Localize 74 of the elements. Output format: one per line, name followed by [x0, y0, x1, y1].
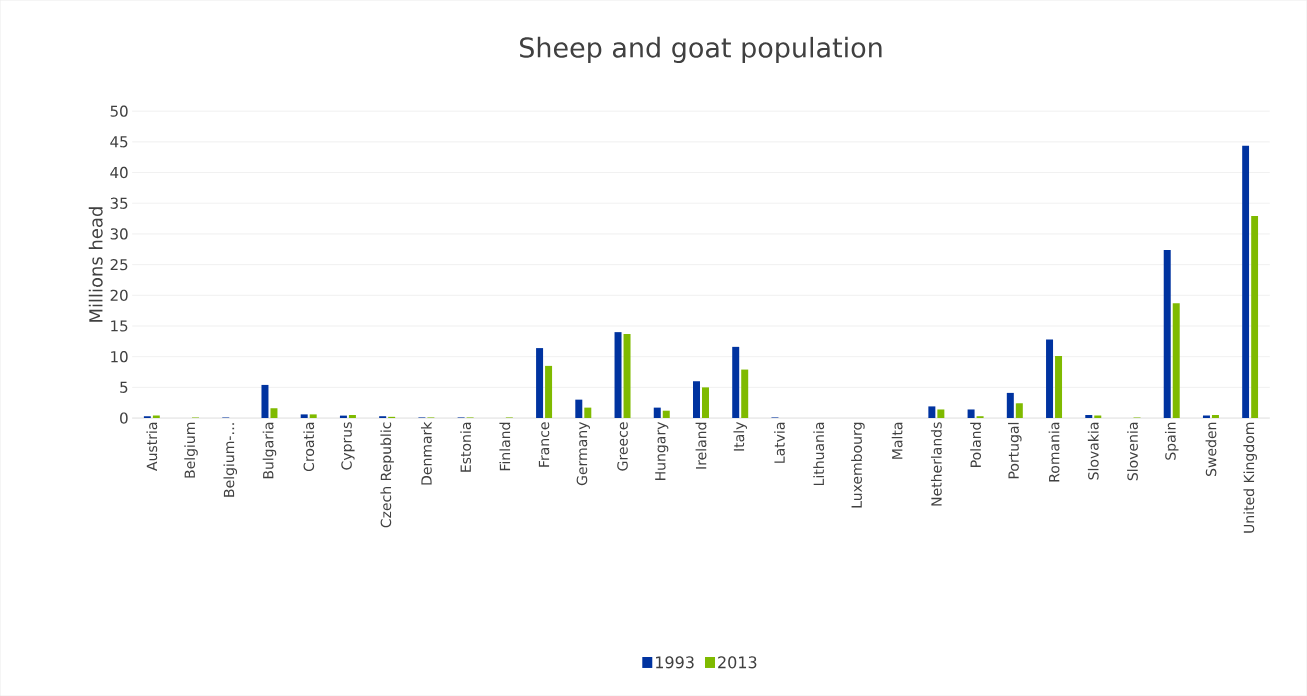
x-tick-label: Romania — [1048, 422, 1060, 482]
chart-title: Sheep and goat population — [520, 36, 882, 63]
x-tick-label: Latvia — [774, 422, 785, 463]
bar — [536, 348, 544, 418]
bar — [1211, 414, 1219, 418]
x-tick-label: Greece — [617, 422, 628, 471]
bar — [928, 406, 936, 418]
y-tick-label: 30 — [110, 228, 128, 240]
x-tick-label: Belgium — [184, 422, 198, 478]
y-tick-label: 50 — [110, 105, 128, 117]
y-tick-label: 15 — [111, 320, 128, 332]
bar — [1006, 392, 1014, 418]
bar — [1172, 303, 1180, 418]
bar — [701, 387, 709, 418]
y-axis-title: Millions head — [88, 207, 103, 322]
y-tick-label: 0 — [120, 412, 128, 424]
bar — [1015, 403, 1023, 418]
bar — [545, 365, 553, 418]
x-tick-label: Bulgaria — [262, 422, 277, 479]
bar — [1163, 249, 1171, 418]
bar — [967, 409, 975, 418]
bar — [1242, 145, 1250, 418]
x-tick-label: Luxembourg — [851, 422, 865, 508]
x-tick-label: Denmark — [420, 421, 432, 485]
bar — [614, 332, 622, 418]
bar — [575, 399, 583, 418]
x-tick-label: Germany — [576, 421, 590, 486]
x-tick-label: Spain — [1164, 422, 1179, 460]
bar — [348, 414, 356, 418]
bar — [309, 414, 317, 418]
legend-label: 1993 — [656, 656, 694, 669]
bar — [270, 408, 278, 418]
x-tick-label: Poland — [970, 422, 982, 467]
y-tick-label: 20 — [110, 289, 128, 301]
x-tick-label: Croatia — [303, 422, 315, 472]
y-tick-label: 35 — [110, 197, 128, 209]
y-tick-label: 5 — [120, 381, 128, 393]
bar — [584, 407, 592, 418]
bar — [732, 346, 740, 418]
x-tick-label: Finland — [499, 422, 511, 471]
x-tick-label: Malta — [891, 422, 903, 459]
x-tick-label: United Kingdom — [1243, 422, 1257, 533]
x-tick-label: Belgium-… — [223, 423, 238, 497]
y-tick-label: 45 — [110, 136, 128, 148]
y-tick-label: 10 — [111, 350, 128, 363]
x-tick-label: Slovenia — [1127, 422, 1138, 481]
bar — [741, 369, 749, 418]
bar — [1251, 216, 1259, 418]
x-tick-label: Portugal — [1008, 422, 1022, 479]
bar — [692, 381, 700, 418]
bar — [1055, 355, 1063, 418]
x-tick-label: Hungary — [655, 421, 669, 480]
bar — [1046, 339, 1054, 418]
x-tick-label: France — [538, 422, 550, 467]
x-tick-label: Ireland — [695, 422, 707, 469]
bar — [1085, 414, 1093, 418]
bar — [261, 384, 269, 418]
x-tick-label: Netherlands — [930, 422, 942, 506]
x-tick-label: Estonia — [460, 422, 472, 472]
x-tick-label: Austria — [146, 422, 158, 471]
bar — [653, 407, 661, 418]
x-tick-label: Cyprus — [341, 422, 355, 470]
bar — [623, 333, 631, 418]
x-tick-label: Czech Republic — [380, 422, 394, 528]
x-tick-label: Lithuania — [813, 422, 825, 485]
y-tick-label: 40 — [110, 166, 128, 179]
bar — [937, 409, 945, 418]
bar — [300, 414, 308, 418]
x-tick-label: Italy — [733, 421, 747, 451]
x-tick-label: Slovakia — [1087, 422, 1099, 480]
x-tick-label: Sweden — [1205, 422, 1217, 476]
y-tick-label: 25 — [110, 258, 128, 271]
legend-label: 2013 — [718, 656, 757, 669]
bar — [662, 410, 670, 418]
